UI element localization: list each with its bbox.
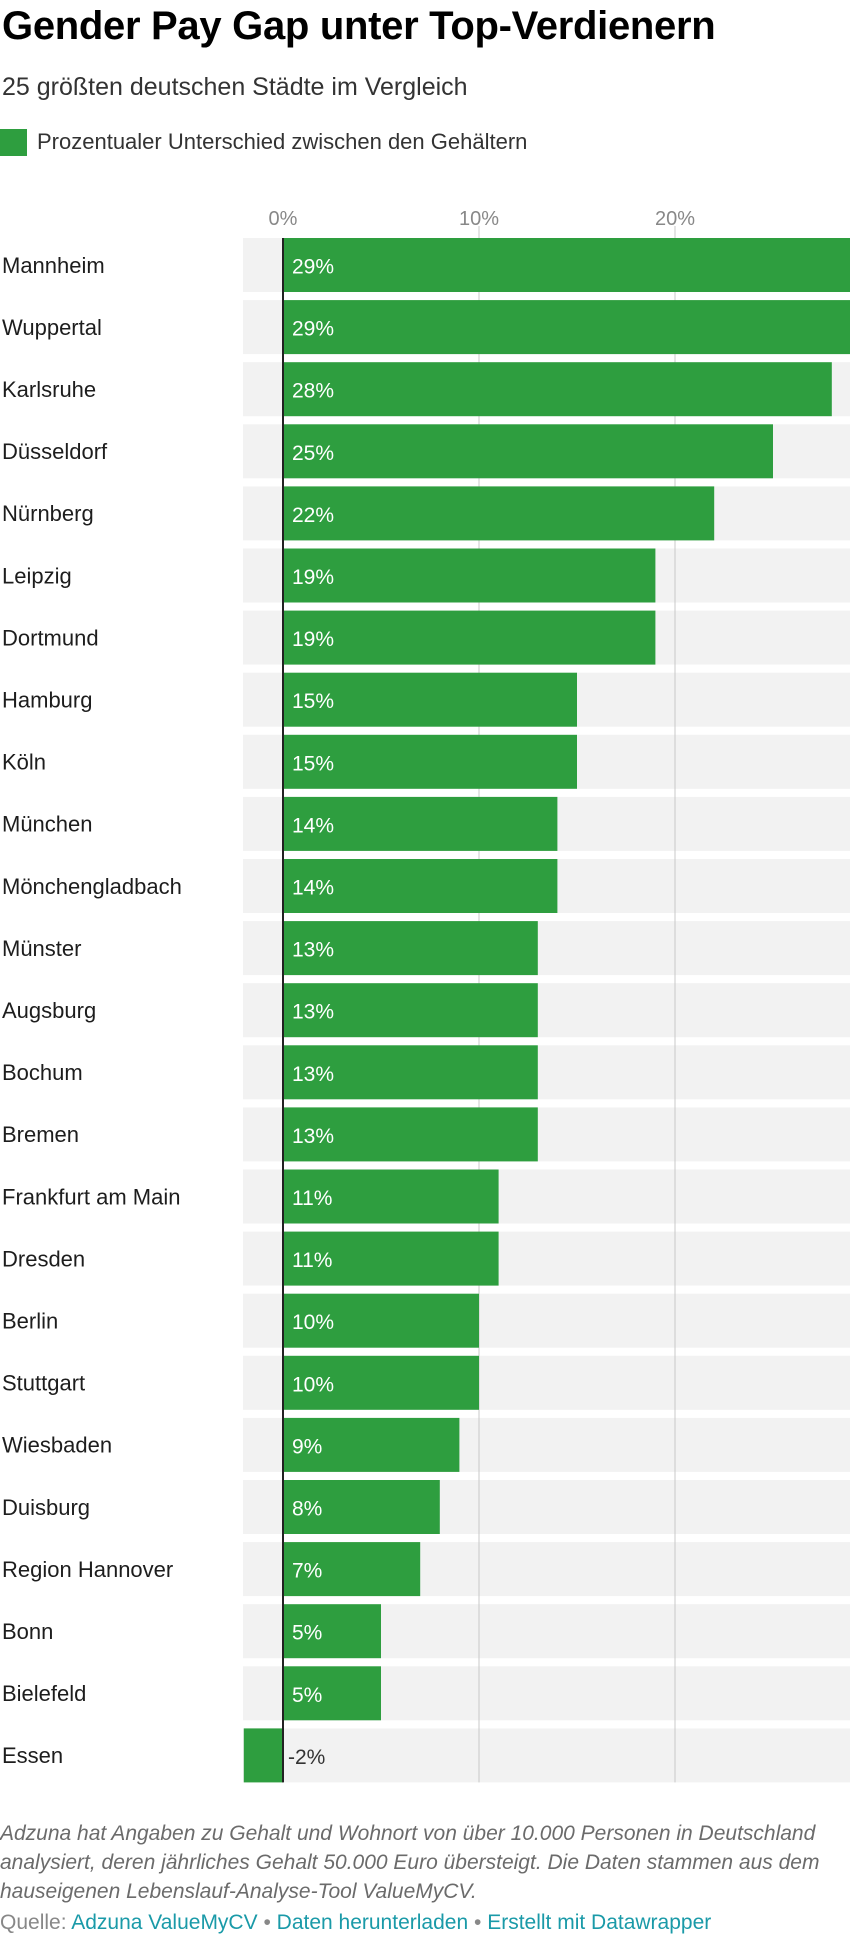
- bar: [283, 238, 850, 292]
- bar: [283, 921, 538, 976]
- bar: [283, 610, 656, 665]
- value-label: 8%: [292, 1498, 322, 1521]
- value-label: 29%: [292, 318, 334, 341]
- value-label: 11%: [292, 1249, 332, 1272]
- bar: [283, 796, 558, 851]
- category-label: Düsseldorf: [2, 439, 108, 464]
- bar: [283, 1480, 440, 1534]
- source-line: Quelle: Adzuna ValueMyCV • Daten herunte…: [0, 1909, 711, 1937]
- bar: [283, 1045, 538, 1100]
- datawrapper-credit-link[interactable]: Erstellt mit Datawrapper: [487, 1911, 712, 1934]
- bar: [283, 362, 832, 417]
- bar: [283, 486, 715, 541]
- category-label: Mannheim: [2, 253, 105, 278]
- bar-chart: 0% 10% 20% Mannheim 29% Wuppertal 29% Karlsruhe…: [2, 208, 850, 1783]
- value-label: 15%: [292, 752, 334, 775]
- bar: [283, 1355, 479, 1410]
- value-label: 13%: [292, 1125, 334, 1148]
- chart-note: Adzuna hat Angaben zu Gehalt und Wohnort…: [0, 1822, 820, 1903]
- bar: [283, 1231, 499, 1286]
- category-label: Bonn: [2, 1619, 53, 1644]
- bar: [283, 983, 538, 1038]
- separator: •: [473, 1911, 482, 1934]
- value-label: 7%: [292, 1560, 322, 1583]
- category-label: Berlin: [2, 1309, 58, 1334]
- bar: [283, 734, 577, 789]
- category-label: Wuppertal: [2, 315, 102, 340]
- bar: [283, 1169, 499, 1224]
- value-label: 13%: [292, 1063, 334, 1086]
- category-label: Stuttgart: [2, 1371, 85, 1396]
- bar: [283, 1293, 479, 1348]
- category-label: Duisburg: [2, 1495, 90, 1520]
- separator: •: [263, 1911, 271, 1934]
- bar: [283, 1107, 538, 1162]
- bar: [283, 300, 850, 355]
- value-label: 5%: [292, 1622, 322, 1645]
- x-tick-label: 0%: [269, 208, 298, 230]
- value-label: 14%: [292, 877, 334, 900]
- bar: [283, 1417, 460, 1472]
- value-label: 29%: [292, 256, 334, 279]
- bar: [243, 1728, 283, 1783]
- value-label: 14%: [292, 814, 334, 837]
- category-label: Bochum: [2, 1060, 83, 1085]
- category-label: Frankfurt am Main: [2, 1184, 181, 1209]
- value-label: 15%: [292, 690, 334, 713]
- value-label: 11%: [292, 1187, 332, 1210]
- category-label: Nürnberg: [2, 501, 94, 526]
- value-label: 9%: [292, 1435, 322, 1458]
- value-label: 13%: [292, 939, 334, 962]
- bar: [283, 859, 558, 913]
- value-label: 28%: [292, 380, 334, 403]
- chart-title: Gender Pay Gap unter Top-Verdienern: [2, 4, 716, 48]
- legend: Prozentualer Unterschied zwischen den Ge…: [0, 128, 527, 156]
- download-data-link[interactable]: Daten herunterladen: [276, 1911, 469, 1934]
- value-label: 10%: [292, 1311, 334, 1334]
- category-label: Mönchengladbach: [2, 874, 182, 899]
- bar: [283, 548, 656, 603]
- value-label: 19%: [292, 628, 334, 651]
- category-label: Münster: [2, 936, 81, 961]
- bar: [283, 1542, 421, 1597]
- bar: [283, 672, 577, 727]
- value-label: -2%: [288, 1746, 325, 1769]
- source-prefix: Quelle:: [0, 1911, 67, 1934]
- category-label: Köln: [2, 750, 46, 775]
- category-label: Region Hannover: [2, 1557, 173, 1582]
- category-label: Dortmund: [2, 625, 99, 650]
- source-link[interactable]: Adzuna ValueMyCV: [71, 1911, 258, 1934]
- legend-swatch: [0, 128, 27, 156]
- x-tick-label: 10%: [459, 208, 499, 230]
- value-label: 13%: [292, 1001, 334, 1024]
- bar: [283, 1604, 381, 1659]
- value-label: 19%: [292, 566, 334, 589]
- category-label: Bielefeld: [2, 1681, 86, 1706]
- bar: [283, 424, 773, 479]
- category-label: Essen: [2, 1743, 63, 1768]
- value-label: 22%: [292, 504, 334, 527]
- category-label: Hamburg: [2, 688, 92, 713]
- category-label: Karlsruhe: [2, 377, 96, 402]
- category-label: Dresden: [2, 1246, 85, 1271]
- category-label: Bremen: [2, 1122, 79, 1147]
- category-label: München: [2, 812, 93, 837]
- value-label: 25%: [292, 442, 334, 465]
- chart-subtitle: 25 größten deutschen Städte im Vergleich: [2, 73, 468, 101]
- x-tick-label: 20%: [655, 208, 695, 230]
- bar: [283, 1666, 381, 1721]
- value-label: 5%: [292, 1684, 322, 1707]
- value-label: 10%: [292, 1373, 334, 1396]
- legend-label: Prozentualer Unterschied zwischen den Ge…: [37, 129, 528, 154]
- category-label: Augsburg: [2, 998, 96, 1023]
- bar-track: [243, 1728, 850, 1783]
- category-label: Wiesbaden: [2, 1433, 112, 1458]
- category-label: Leipzig: [2, 563, 72, 588]
